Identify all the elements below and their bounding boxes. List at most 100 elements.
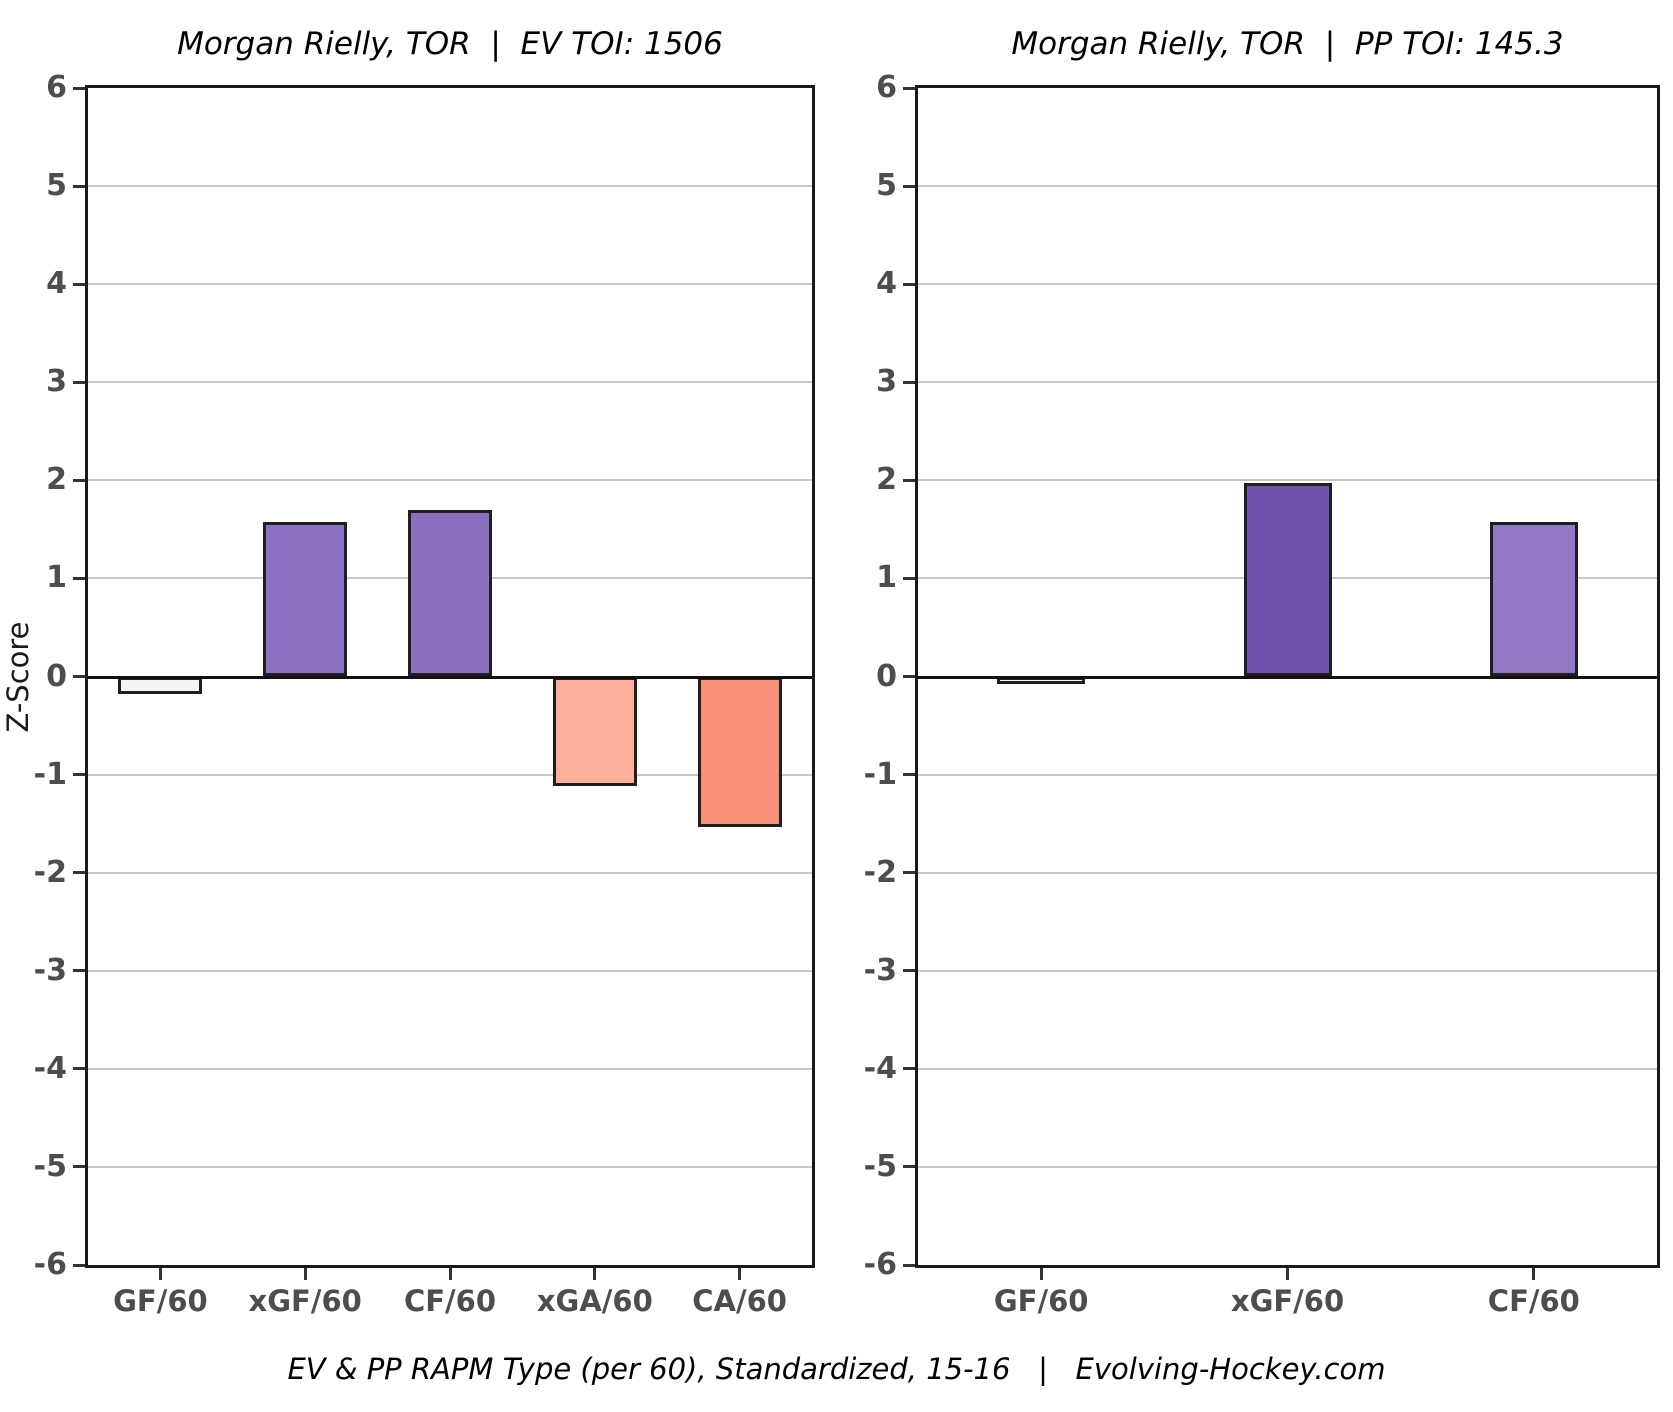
x-tick-label-gf-60: GF/60 xyxy=(113,1284,208,1318)
y-tick-mark xyxy=(903,773,915,777)
y-tick-label: 4 xyxy=(46,266,67,302)
zero-line xyxy=(918,675,1657,679)
y-tick-mark xyxy=(903,1165,915,1169)
y-tick-label: -3 xyxy=(33,952,67,988)
y-tick-mark xyxy=(903,478,915,482)
y-tick-mark xyxy=(73,1165,85,1169)
ev-chart-title: Morgan Rielly, TOR | EV TOI: 1506 xyxy=(177,26,723,62)
y-tick-label: 3 xyxy=(876,364,897,400)
pp-plot-area xyxy=(915,85,1660,1268)
y-tick-label: -5 xyxy=(863,1148,897,1184)
y-tick-mark xyxy=(903,380,915,384)
gridline-y2 xyxy=(88,479,812,482)
y-tick-label: -5 xyxy=(33,1148,67,1184)
x-tick-mark xyxy=(158,1268,162,1280)
bar-ev-xgf-60 xyxy=(263,521,348,677)
y-tick-mark xyxy=(903,1263,915,1267)
x-tick-label-xga-60: xGA/60 xyxy=(536,1284,653,1318)
x-tick-mark xyxy=(303,1268,307,1280)
y-tick-label: -2 xyxy=(863,854,897,890)
y-tick-label: -4 xyxy=(863,1050,897,1086)
y-tick-label: 5 xyxy=(46,168,67,204)
y-tick-mark xyxy=(73,282,85,286)
y-tick-mark xyxy=(73,576,85,580)
ev-plot-area xyxy=(85,85,815,1268)
y-tick-label: -1 xyxy=(863,756,897,792)
y-tick-mark xyxy=(903,282,915,286)
gridline-y-5 xyxy=(88,1165,812,1168)
y-tick-mark xyxy=(903,86,915,90)
x-tick-label-cf-60: CF/60 xyxy=(1487,1284,1580,1318)
y-tick-mark xyxy=(73,184,85,188)
y-tick-label: -6 xyxy=(33,1247,67,1282)
bar-ev-cf-60 xyxy=(408,509,492,677)
x-tick-label-gf-60: GF/60 xyxy=(993,1284,1089,1318)
y-tick-mark xyxy=(73,478,85,482)
y-tick-mark xyxy=(73,871,85,875)
y-tick-mark xyxy=(903,871,915,875)
x-tick-mark xyxy=(1532,1268,1536,1280)
gridline-y2 xyxy=(918,479,1657,482)
bar-pp-xgf-60 xyxy=(1243,483,1332,677)
y-tick-mark xyxy=(903,576,915,580)
y-tick-label: -3 xyxy=(863,952,897,988)
y-tick-label: 0 xyxy=(876,658,897,694)
y-tick-mark xyxy=(903,184,915,188)
y-tick-label: -2 xyxy=(33,854,67,890)
y-tick-mark xyxy=(73,1263,85,1267)
gridline-y3 xyxy=(918,381,1657,384)
y-tick-mark xyxy=(73,380,85,384)
x-tick-label-cf-60: CF/60 xyxy=(403,1284,497,1318)
x-tick-label-ca-60: CA/60 xyxy=(692,1284,787,1318)
x-tick-label-xgf-60: xGF/60 xyxy=(248,1284,362,1318)
gridline-y5 xyxy=(88,185,812,188)
bar-ev-xga-60 xyxy=(552,676,637,787)
y-tick-mark xyxy=(73,773,85,777)
x-tick-mark xyxy=(1039,1268,1043,1280)
y-tick-label: 5 xyxy=(876,168,897,204)
gridline-y-4 xyxy=(88,1067,812,1070)
y-tick-label: 2 xyxy=(46,462,67,498)
x-tick-mark xyxy=(593,1268,597,1280)
y-tick-mark xyxy=(903,675,915,678)
x-tick-mark xyxy=(738,1268,742,1280)
y-tick-label: 1 xyxy=(46,560,67,596)
gridline-y3 xyxy=(88,381,812,384)
gridline-y4 xyxy=(918,283,1657,286)
y-tick-mark xyxy=(73,86,85,90)
y-tick-mark xyxy=(903,1067,915,1071)
bar-ev-ca-60 xyxy=(697,676,782,827)
y-tick-label: 6 xyxy=(46,70,67,105)
y-tick-label: 2 xyxy=(876,462,897,498)
x-tick-mark xyxy=(448,1268,452,1280)
gridline-y-1 xyxy=(918,773,1657,776)
y-tick-mark xyxy=(73,675,85,678)
y-tick-label: -4 xyxy=(33,1050,67,1086)
gridline-y-2 xyxy=(88,871,812,874)
bar-pp-cf-60 xyxy=(1489,521,1578,677)
gridline-y-2 xyxy=(918,871,1657,874)
x-tick-mark xyxy=(1286,1268,1289,1280)
gridline-y-3 xyxy=(88,969,812,972)
y-tick-label: -1 xyxy=(33,756,67,792)
y-tick-label: 4 xyxy=(876,266,897,302)
y-tick-label: 1 xyxy=(876,560,897,596)
gridline-y-3 xyxy=(918,969,1657,972)
gridline-y-5 xyxy=(918,1165,1657,1168)
x-tick-label-xgf-60: xGF/60 xyxy=(1230,1284,1345,1318)
zero-line xyxy=(88,675,812,679)
y-tick-label: -6 xyxy=(863,1247,897,1282)
bar-ev-gf-60 xyxy=(118,676,203,695)
y-tick-mark xyxy=(73,1067,85,1071)
y-tick-label: 6 xyxy=(876,70,897,105)
y-tick-label: 3 xyxy=(46,364,67,400)
y-tick-mark xyxy=(73,969,85,973)
figure-caption: EV & PP RAPM Type (per 60), Standardized… xyxy=(287,1352,1386,1386)
gridline-y5 xyxy=(918,185,1657,188)
y-tick-mark xyxy=(903,969,915,973)
y-tick-label: 0 xyxy=(46,658,67,694)
pp-chart-title: Morgan Rielly, TOR | PP TOI: 145.3 xyxy=(1011,26,1564,62)
gridline-y-4 xyxy=(918,1067,1657,1070)
gridline-y4 xyxy=(88,283,812,286)
